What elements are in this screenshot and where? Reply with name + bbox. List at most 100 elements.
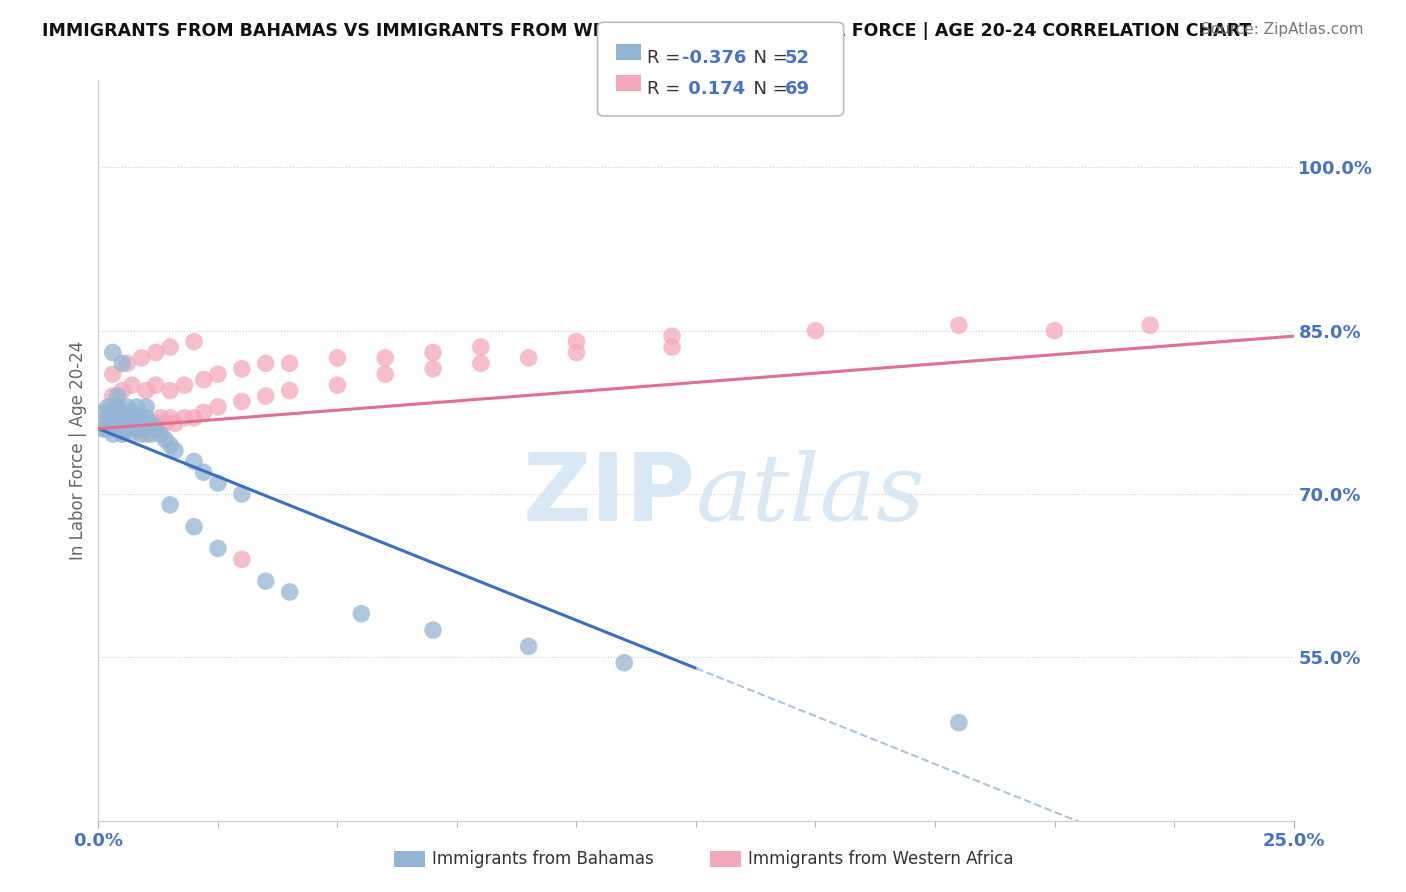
- Point: [231, 394, 253, 409]
- Point: [107, 422, 129, 436]
- Point: [207, 400, 229, 414]
- Point: [107, 422, 129, 436]
- Text: IMMIGRANTS FROM BAHAMAS VS IMMIGRANTS FROM WESTERN AFRICA IN LABOR FORCE | AGE 2: IMMIGRANTS FROM BAHAMAS VS IMMIGRANTS FR…: [42, 22, 1251, 40]
- Point: [135, 416, 157, 430]
- Point: [131, 422, 153, 436]
- Point: [163, 443, 186, 458]
- Point: [121, 378, 143, 392]
- Point: [135, 400, 157, 414]
- Y-axis label: In Labor Force | Age 20-24: In Labor Force | Age 20-24: [69, 341, 87, 560]
- Point: [135, 427, 157, 442]
- Point: [139, 427, 162, 442]
- Text: Immigrants from Western Africa: Immigrants from Western Africa: [748, 850, 1014, 868]
- Point: [159, 410, 181, 425]
- Point: [145, 345, 167, 359]
- Point: [565, 334, 588, 349]
- Point: [183, 334, 205, 349]
- Point: [125, 400, 148, 414]
- Point: [159, 340, 181, 354]
- Point: [131, 416, 153, 430]
- Point: [661, 340, 683, 354]
- Point: [107, 400, 129, 414]
- Point: [101, 416, 124, 430]
- Point: [111, 427, 134, 442]
- Point: [101, 427, 124, 442]
- Point: [565, 345, 588, 359]
- Point: [139, 422, 162, 436]
- Text: N =: N =: [742, 80, 794, 98]
- Point: [111, 416, 134, 430]
- Point: [948, 318, 970, 333]
- Point: [149, 410, 172, 425]
- Point: [326, 378, 349, 392]
- Point: [159, 438, 181, 452]
- Point: [101, 422, 124, 436]
- Point: [374, 351, 396, 365]
- Text: 0.174: 0.174: [682, 80, 745, 98]
- Point: [278, 356, 301, 370]
- Point: [193, 405, 215, 419]
- Point: [97, 400, 120, 414]
- Point: [101, 405, 124, 419]
- Point: [125, 410, 148, 425]
- Point: [159, 384, 181, 398]
- Point: [149, 427, 172, 442]
- Point: [111, 416, 134, 430]
- Point: [111, 356, 134, 370]
- Point: [125, 422, 148, 436]
- Point: [183, 454, 205, 468]
- Point: [131, 351, 153, 365]
- Point: [231, 487, 253, 501]
- Point: [350, 607, 373, 621]
- Point: [173, 378, 195, 392]
- Point: [101, 345, 124, 359]
- Point: [97, 410, 120, 425]
- Point: [422, 345, 444, 359]
- Point: [231, 552, 253, 566]
- Point: [254, 356, 277, 370]
- Point: [135, 422, 157, 436]
- Point: [278, 384, 301, 398]
- Text: atlas: atlas: [696, 450, 925, 540]
- Point: [115, 422, 138, 436]
- Point: [326, 351, 349, 365]
- Point: [101, 368, 124, 382]
- Point: [422, 623, 444, 637]
- Point: [111, 405, 134, 419]
- Text: Immigrants from Bahamas: Immigrants from Bahamas: [432, 850, 654, 868]
- Point: [107, 410, 129, 425]
- Point: [131, 427, 153, 442]
- Point: [121, 422, 143, 436]
- Point: [661, 329, 683, 343]
- Point: [121, 416, 143, 430]
- Point: [91, 422, 114, 436]
- Point: [155, 416, 177, 430]
- Point: [115, 356, 138, 370]
- Point: [422, 361, 444, 376]
- Text: N =: N =: [742, 49, 794, 67]
- Point: [125, 410, 148, 425]
- Point: [115, 400, 138, 414]
- Point: [470, 356, 492, 370]
- Point: [111, 427, 134, 442]
- Point: [107, 389, 129, 403]
- Point: [1139, 318, 1161, 333]
- Point: [374, 368, 396, 382]
- Point: [91, 405, 114, 419]
- Point: [948, 715, 970, 730]
- Point: [470, 340, 492, 354]
- Point: [163, 416, 186, 430]
- Point: [207, 368, 229, 382]
- Point: [107, 410, 129, 425]
- Text: -0.376: -0.376: [682, 49, 747, 67]
- Point: [121, 427, 143, 442]
- Text: Source: ZipAtlas.com: Source: ZipAtlas.com: [1201, 22, 1364, 37]
- Point: [254, 389, 277, 403]
- Text: 69: 69: [785, 80, 810, 98]
- Point: [125, 422, 148, 436]
- Point: [121, 405, 143, 419]
- Point: [193, 373, 215, 387]
- Point: [231, 361, 253, 376]
- Point: [1043, 324, 1066, 338]
- Point: [254, 574, 277, 588]
